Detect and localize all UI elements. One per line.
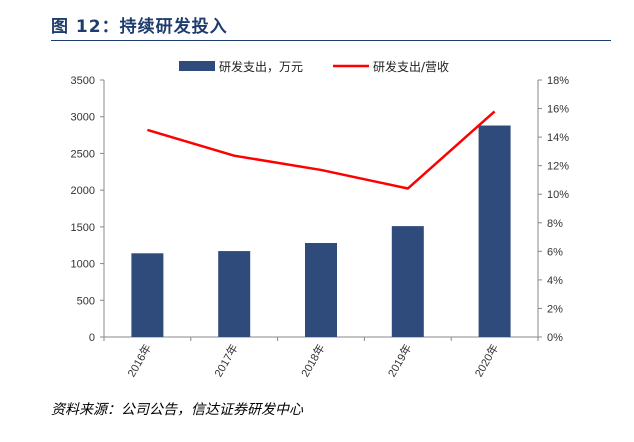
right-tick-label: 16% [547, 104, 569, 116]
legend-label-bar: 研发支出，万元 [219, 59, 303, 74]
x-tick-label: 2017年 [211, 342, 241, 380]
x-tick-label: 2018年 [298, 342, 328, 380]
left-tick-label: 1000 [71, 259, 95, 271]
right-tick-label: 18% [547, 75, 569, 87]
left-tick-label: 2000 [71, 185, 95, 197]
figure-title: 图 12：持续研发投入 [51, 17, 228, 37]
left-tick-label: 1500 [71, 222, 95, 234]
right-tick-label: 12% [547, 161, 569, 173]
left-tick-label: 3000 [71, 112, 95, 124]
right-tick-label: 6% [547, 246, 563, 258]
right-tick-label: 14% [547, 132, 569, 144]
right-tick-label: 4% [547, 275, 563, 287]
right-tick-label: 8% [547, 218, 563, 230]
bar [218, 251, 251, 337]
x-tick-label: 2020年 [471, 341, 501, 379]
legend-label-line: 研发支出/营收 [373, 59, 449, 74]
left-tick-label: 500 [77, 295, 95, 307]
right-tick-label: 10% [547, 189, 569, 201]
bar [391, 226, 424, 337]
left-tick-label: 0 [89, 332, 95, 344]
left-tick-label: 2500 [71, 148, 95, 160]
legend-swatch-bar [179, 61, 215, 71]
right-tick-label: 2% [547, 303, 563, 315]
right-tick-label: 0% [547, 332, 563, 344]
x-tick-label: 2016年 [124, 342, 154, 380]
x-tick-label: 2019年 [385, 342, 415, 380]
title-rule [51, 40, 611, 41]
bar [305, 243, 337, 337]
bar [478, 125, 511, 337]
source-note: 资料来源：公司公告，信达证券研发中心 [51, 402, 303, 418]
title-bar: 图 12：持续研发投入 [0, 0, 634, 42]
ratio-line [147, 110, 496, 190]
bar [131, 253, 164, 337]
left-tick-label: 3500 [71, 75, 95, 87]
